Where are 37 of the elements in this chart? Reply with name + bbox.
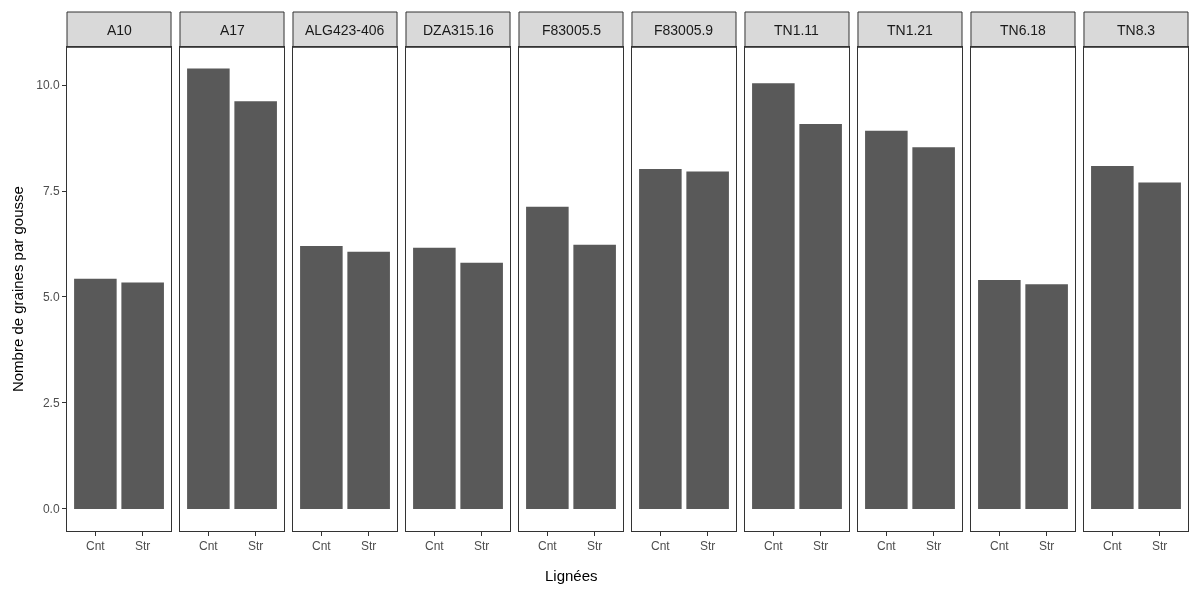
y-tick-label: 2.5: [42, 396, 60, 411]
x-tick-label: Cnt: [425, 539, 445, 554]
x-tick-label: Str: [925, 539, 942, 554]
chart-title: A10: [107, 22, 133, 38]
x-tick-label: Str: [699, 539, 716, 554]
x-tick-label: Str: [473, 539, 490, 554]
x-tick-label: Str: [812, 539, 829, 554]
x-tick-label: Str: [586, 539, 603, 554]
y-tick-label: 0.0: [42, 502, 60, 517]
x-tick-label: Str: [1151, 539, 1168, 554]
x-tick-label: Cnt: [877, 539, 897, 554]
x-tick-label: Cnt: [86, 539, 106, 554]
chart-title: TN1.21: [887, 22, 934, 38]
x-tick-label: Cnt: [990, 539, 1010, 554]
chart-title: TN6.18: [1000, 22, 1047, 38]
x-tick-label: Str: [1038, 539, 1055, 554]
chart-title: TN8.3: [1117, 22, 1156, 38]
x-tick-label: Cnt: [1103, 539, 1123, 554]
x-tick-label: Cnt: [651, 539, 671, 554]
y-tick-label: 5.0: [42, 290, 60, 305]
x-tick-label: Str: [360, 539, 377, 554]
y-tick-label: 7.5: [42, 184, 60, 199]
chart-title: DZA315.16: [423, 22, 495, 38]
x-tick-label: Cnt: [764, 539, 784, 554]
x-tick-label: Cnt: [312, 539, 332, 554]
chart-title: F83005.5: [542, 22, 602, 38]
chart-title: F83005.9: [654, 22, 714, 38]
y-tick-label: 10.0: [36, 78, 60, 93]
y-axis-title: Nombre de graines par gousse: [9, 186, 27, 393]
x-axis-title: Lignées: [545, 567, 598, 584]
chart-title: A17: [220, 22, 246, 38]
chart-title: ALG423-406: [305, 22, 385, 38]
x-tick-label: Cnt: [199, 539, 219, 554]
x-tick-label: Str: [247, 539, 264, 554]
x-tick-label: Cnt: [538, 539, 558, 554]
chart-title: TN1.11: [774, 22, 820, 38]
x-tick-label: Str: [134, 539, 151, 554]
